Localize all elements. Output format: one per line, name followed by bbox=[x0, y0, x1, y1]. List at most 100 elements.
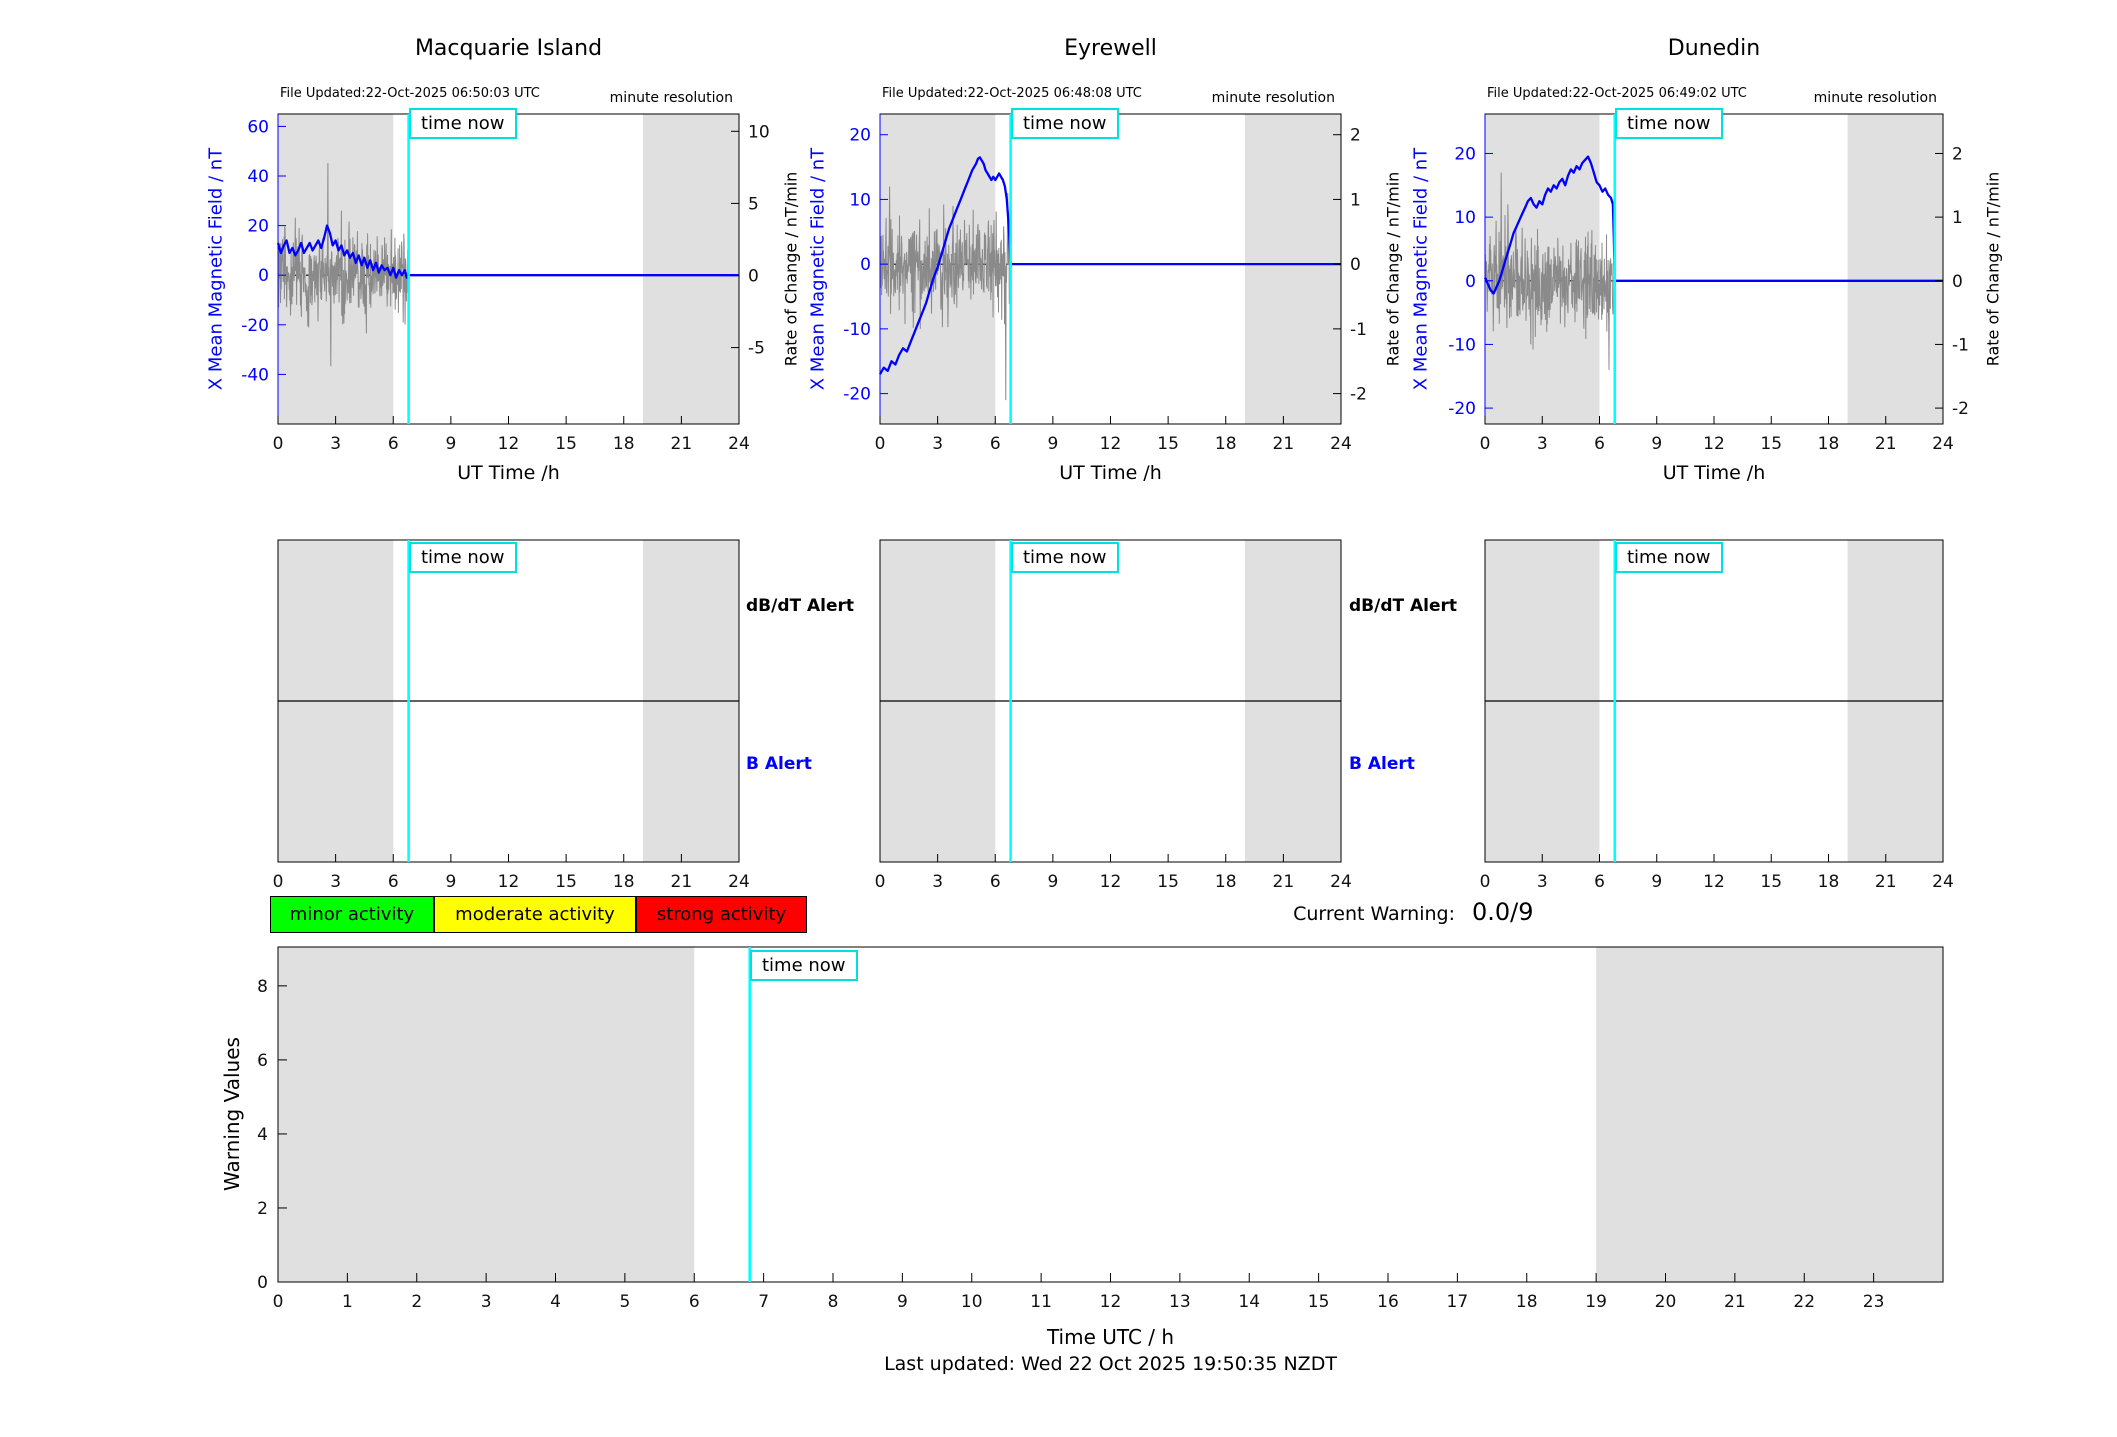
x-tick-label: 15 bbox=[555, 872, 577, 892]
x-tick-label: 18 bbox=[1215, 872, 1237, 892]
rate-of-change-line bbox=[277, 162, 410, 367]
x-tick-label: 15 bbox=[1157, 872, 1179, 892]
file-updated-dunedin: File Updated:22-Oct-2025 06:49:02 UTC bbox=[1487, 86, 1747, 101]
x-tick-label: 16 bbox=[1377, 1292, 1399, 1312]
left-tick-label: -20 bbox=[843, 385, 871, 405]
x-tick-label: 3 bbox=[330, 434, 341, 454]
x-tick-label: 9 bbox=[1047, 872, 1058, 892]
minute-resolution-label: minute resolution bbox=[609, 90, 733, 106]
x-tick-label: 6 bbox=[1594, 872, 1605, 892]
x-tick-label: 18 bbox=[1516, 1292, 1538, 1312]
time-now-flag: time now bbox=[1615, 108, 1723, 139]
left-tick-label: 20 bbox=[849, 126, 871, 146]
x-tick-label: 21 bbox=[1875, 872, 1897, 892]
left-axis-title: X Mean Magnetic Field / nT bbox=[1410, 147, 1432, 391]
station-chart-0: 0 3 6 9 12 15 18 21 24 60 40 20 0 -20 -40 10 5 0 -5 bbox=[241, 113, 770, 454]
time-now-flag: time now bbox=[1615, 542, 1723, 573]
x-tick-label: 15 bbox=[1760, 872, 1782, 892]
x-tick-label: 18 bbox=[1818, 434, 1840, 454]
right-tick-label: -1 bbox=[1952, 335, 1969, 355]
y-tick-label: 2 bbox=[257, 1199, 268, 1219]
current-warning-label: Current Warning: bbox=[1293, 903, 1455, 925]
right-tick-label: -1 bbox=[1350, 320, 1367, 340]
x-tick-label: 22 bbox=[1793, 1292, 1815, 1312]
left-tick-label: 20 bbox=[1454, 144, 1476, 164]
x-tick-label: 6 bbox=[990, 872, 1001, 892]
x-tick-label: 9 bbox=[1651, 872, 1662, 892]
time-now-flag: time now bbox=[1011, 108, 1119, 139]
x-tick-label: 6 bbox=[388, 872, 399, 892]
legend-strong: strong activity bbox=[636, 896, 807, 933]
x-tick-label: 18 bbox=[1215, 434, 1237, 454]
x-tick-label: 3 bbox=[1537, 434, 1548, 454]
x-tick-label: 12 bbox=[1100, 434, 1122, 454]
current-warning-value: 0.0/9 bbox=[1472, 898, 1534, 926]
right-tick-label: 0 bbox=[1350, 255, 1361, 275]
x-tick-label: 0 bbox=[875, 434, 886, 454]
x-tick-label: 3 bbox=[932, 434, 943, 454]
time-now-flag: time now bbox=[750, 950, 858, 981]
y-tick-label: 0 bbox=[257, 1273, 268, 1293]
left-tick-label: 60 bbox=[247, 117, 269, 137]
x-tick-label: 3 bbox=[330, 872, 341, 892]
x-tick-label: 3 bbox=[481, 1292, 492, 1312]
left-tick-label: 20 bbox=[247, 217, 269, 237]
x-tick-label: 17 bbox=[1447, 1292, 1469, 1312]
time-utc-axis-title: Time UTC / h bbox=[1046, 1325, 1175, 1349]
x-tick-label: 2 bbox=[411, 1292, 422, 1312]
rate-of-change-line bbox=[1484, 172, 1616, 370]
x-tick-label: 6 bbox=[1594, 434, 1605, 454]
time-now-flag: time now bbox=[1011, 542, 1119, 573]
x-tick-label: 24 bbox=[1330, 434, 1352, 454]
left-axis-title: X Mean Magnetic Field / nT bbox=[205, 147, 227, 391]
dbdt-alert-label: dB/dT Alert bbox=[746, 596, 855, 616]
x-tick-label: 24 bbox=[728, 434, 750, 454]
right-tick-label: 1 bbox=[1952, 208, 1963, 228]
right-tick-label: 0 bbox=[1952, 272, 1963, 292]
alert-panel-1: 0 3 6 9 12 15 18 21 24 bbox=[875, 539, 1352, 892]
x-tick-label: 15 bbox=[1308, 1292, 1330, 1312]
x-tick-label: 12 bbox=[1703, 872, 1725, 892]
x-tick-label: 0 bbox=[273, 1292, 284, 1312]
x-tick-label: 21 bbox=[1273, 434, 1295, 454]
x-tick-label: 13 bbox=[1169, 1292, 1191, 1312]
x-tick-label: 18 bbox=[1818, 872, 1840, 892]
y-tick-label: 6 bbox=[257, 1051, 268, 1071]
x-tick-label: 21 bbox=[1875, 434, 1897, 454]
x-tick-label: 0 bbox=[1480, 434, 1491, 454]
x-tick-label: 10 bbox=[961, 1292, 983, 1312]
x-tick-label: 12 bbox=[498, 872, 520, 892]
x-tick-label: 1 bbox=[342, 1292, 353, 1312]
warning-values-chart: 0 1 2 3 4 5 6 7 8 9 10 11 12 13 14 15 16 17 18 19 20 21 22 2302… bbox=[257, 946, 1944, 1312]
ut-time-axis-title: UT Time /h bbox=[1662, 462, 1766, 484]
x-tick-label: 15 bbox=[555, 434, 577, 454]
x-tick-label: 6 bbox=[990, 434, 1001, 454]
night-shading bbox=[1847, 114, 1943, 424]
x-tick-label: 8 bbox=[828, 1292, 839, 1312]
right-tick-label: 10 bbox=[748, 122, 770, 142]
rate-of-change-line bbox=[879, 186, 1012, 401]
warning-values-axis-title: Warning Values bbox=[220, 1037, 244, 1191]
x-tick-label: 5 bbox=[619, 1292, 630, 1312]
x-tick-label: 7 bbox=[758, 1292, 769, 1312]
x-tick-label: 6 bbox=[388, 434, 399, 454]
x-tick-label: 0 bbox=[273, 434, 284, 454]
left-axis-title: X Mean Magnetic Field / nT bbox=[807, 147, 829, 391]
left-tick-label: -20 bbox=[1448, 399, 1476, 419]
x-tick-label: 24 bbox=[728, 872, 750, 892]
left-tick-label: 40 bbox=[247, 167, 269, 187]
ut-time-axis-title: UT Time /h bbox=[1059, 462, 1162, 484]
x-tick-label: 21 bbox=[1273, 872, 1295, 892]
x-tick-label: 9 bbox=[445, 434, 456, 454]
legend-moderate: moderate activity bbox=[434, 896, 636, 933]
minute-resolution-label: minute resolution bbox=[1813, 90, 1937, 106]
x-tick-label: 21 bbox=[671, 434, 693, 454]
right-tick-label: 0 bbox=[748, 266, 759, 286]
mean-field-line bbox=[1483, 155, 1943, 295]
ut-time-axis-title: UT Time /h bbox=[457, 462, 560, 484]
x-tick-label: 3 bbox=[932, 872, 943, 892]
right-axis-title: Rate of Change / nT/min bbox=[1983, 171, 2003, 367]
left-tick-label: 0 bbox=[1465, 272, 1476, 292]
